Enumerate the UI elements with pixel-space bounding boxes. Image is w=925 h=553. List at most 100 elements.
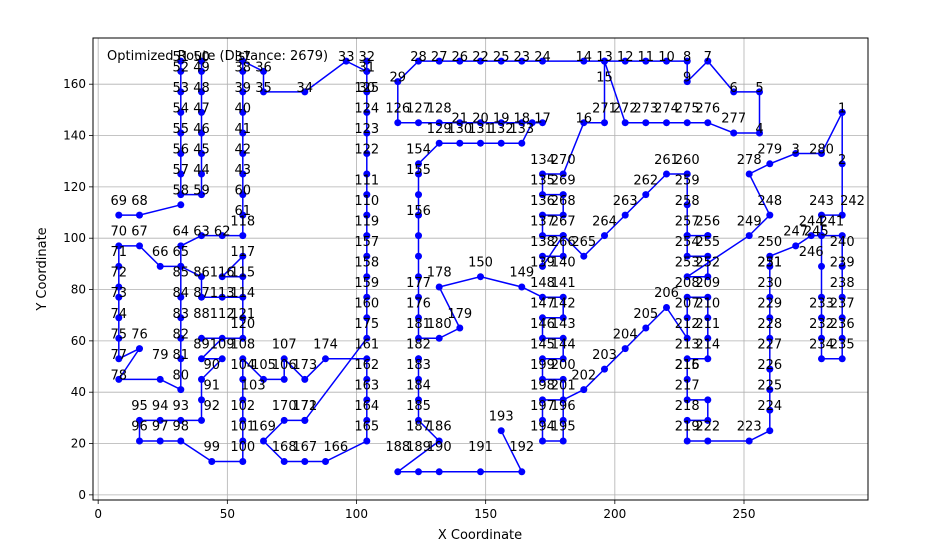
point-label: 169 <box>251 420 276 435</box>
point-label: 168 <box>272 440 297 455</box>
route-point <box>136 345 143 353</box>
point-label: 79 <box>152 348 169 363</box>
route-point <box>497 57 505 65</box>
point-label: 1 <box>838 101 846 116</box>
route-point <box>115 262 123 270</box>
point-label: 62 <box>214 225 231 240</box>
route-point <box>818 150 825 157</box>
point-label: 165 <box>354 420 379 435</box>
point-label: 136 <box>530 194 555 209</box>
route-point <box>239 57 247 65</box>
route-point <box>322 355 329 363</box>
point-label: 84 <box>173 286 190 301</box>
route-point <box>239 108 247 116</box>
route-point <box>239 88 247 96</box>
route-point <box>415 191 422 199</box>
route-point <box>518 468 526 476</box>
route-point <box>394 468 402 476</box>
route-point <box>239 355 247 363</box>
route-point <box>838 334 846 342</box>
point-label: 21 <box>452 112 469 127</box>
point-label: 263 <box>613 194 638 209</box>
route-point <box>683 170 691 178</box>
route-point <box>456 57 464 65</box>
point-label: 187 <box>406 420 431 435</box>
point-label: 111 <box>354 173 379 188</box>
point-label: 200 <box>551 358 576 373</box>
point-label: 266 <box>551 235 576 250</box>
point-label: 5 <box>755 81 763 96</box>
point-label: 54 <box>173 101 190 116</box>
point-label: 139 <box>530 255 555 270</box>
route-point <box>415 396 422 404</box>
route-point <box>363 170 371 178</box>
point-label: 65 <box>173 245 190 260</box>
point-label: 59 <box>193 184 210 199</box>
route-point <box>239 252 247 260</box>
point-label: 14 <box>576 50 593 65</box>
point-label: 223 <box>737 420 762 435</box>
point-label: 274 <box>654 101 679 116</box>
route-point <box>580 119 588 127</box>
y-axis: 0 20 40 60 80 100 120 140 160 <box>63 77 93 502</box>
point-label: 80 <box>173 368 190 383</box>
chart-title: Optimized Route (Distance: 2679) <box>107 49 328 64</box>
route-point <box>663 304 670 311</box>
point-label: 87 <box>193 286 210 301</box>
route-point <box>539 293 546 301</box>
point-label: 113 <box>210 286 235 301</box>
route-point <box>683 416 691 424</box>
point-label: 201 <box>551 379 576 394</box>
point-label: 145 <box>530 338 555 353</box>
point-label: 100 <box>230 440 255 455</box>
point-label: 172 <box>292 399 317 414</box>
route-point <box>363 150 371 157</box>
route-point <box>177 262 185 270</box>
route-point <box>177 170 185 178</box>
point-label: 193 <box>489 409 514 424</box>
point-label: 224 <box>757 399 782 414</box>
point-label: 280 <box>809 143 834 158</box>
route-point <box>218 273 226 281</box>
route-point <box>136 437 143 445</box>
point-label: 259 <box>675 173 700 188</box>
point-label: 20 <box>472 112 489 127</box>
route-point <box>177 293 185 301</box>
point-label: 252 <box>695 255 720 270</box>
route-point <box>322 458 329 465</box>
point-label: 182 <box>406 338 431 353</box>
route-point <box>363 232 371 240</box>
point-label: 206 <box>654 286 679 301</box>
route-point <box>301 88 309 96</box>
route-point <box>198 57 205 65</box>
point-label: 85 <box>173 266 190 281</box>
point-label: 12 <box>617 50 634 65</box>
route-point <box>818 232 825 240</box>
route-point <box>477 139 484 147</box>
point-label: 157 <box>354 235 379 250</box>
route-point <box>601 57 608 65</box>
route-point <box>559 211 567 219</box>
point-label: 176 <box>406 297 431 312</box>
point-label: 117 <box>230 245 255 260</box>
point-label: 105 <box>251 358 276 373</box>
route-point <box>683 355 691 363</box>
point-label: 183 <box>406 358 431 373</box>
point-label: 140 <box>551 255 576 270</box>
route-point <box>477 57 484 65</box>
route-point <box>766 314 774 322</box>
point-label: 265 <box>571 235 596 250</box>
point-label: 16 <box>576 112 593 127</box>
route-point <box>415 273 422 281</box>
point-label: 4 <box>755 122 763 137</box>
x-tick-label: 0 <box>94 507 102 521</box>
point-label: 37 <box>235 50 252 65</box>
route-point <box>301 375 309 383</box>
point-label: 82 <box>173 327 190 342</box>
route-point <box>477 273 484 281</box>
route-point <box>239 375 247 383</box>
point-label: 97 <box>152 420 169 435</box>
route-point <box>838 108 846 116</box>
route-point <box>539 232 546 240</box>
